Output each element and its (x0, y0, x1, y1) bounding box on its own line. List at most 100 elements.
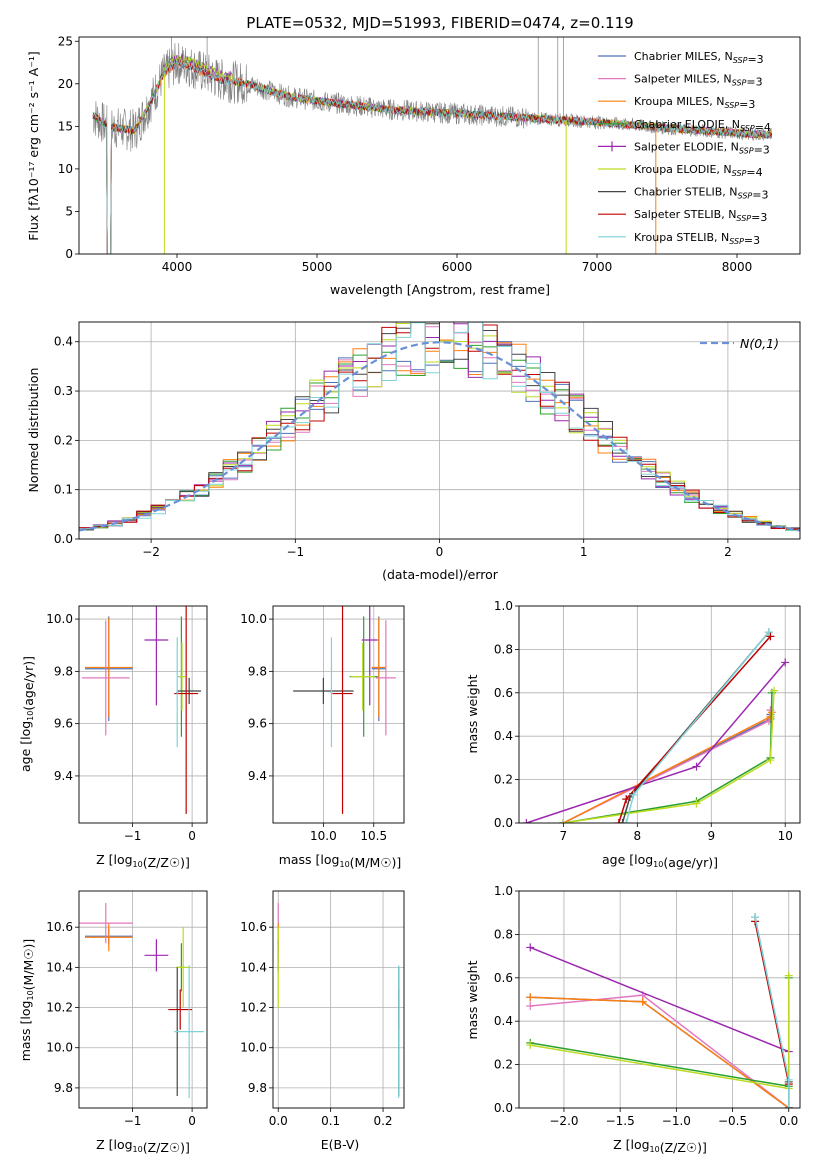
y-tick-label: 9.8 (54, 1081, 73, 1095)
y-tick-label: 10.0 (240, 612, 267, 626)
chart-title: PLATE=0532, MJD=51993, FIBERID=0474, z=0… (246, 14, 633, 32)
x-tick-label: 8000 (722, 260, 753, 274)
weight-marker-salpeter_stelib (614, 819, 623, 823)
y-tick-label: 0.8 (494, 927, 513, 941)
axes-frame (78, 890, 208, 1109)
y-tick-label: 0.4 (54, 335, 73, 349)
y-tick-label: 1.0 (494, 884, 513, 898)
x-tick-label: 0 (188, 829, 196, 843)
x-tick-label: 0 (188, 1114, 196, 1128)
legend-label: Salpeter ELODIE, NSSP=3 (634, 140, 770, 156)
weight-marker-kroupa_stelib (629, 790, 638, 799)
x-axis-label: mass [log10(M/M☉)] (279, 852, 402, 870)
weight-marker-kroupa_elodie (526, 1041, 535, 1050)
weight-marker-kroupa_stelib (622, 819, 631, 823)
plot-area-weight_vs_Z (526, 913, 793, 1108)
x-tick-label: 1 (580, 545, 588, 559)
axes-frame (78, 605, 208, 824)
axes-frame (78, 321, 801, 540)
weight-marker-salpeter_stelib (766, 632, 775, 641)
model-spectrum-kroupa_stelib (92, 59, 772, 254)
y-tick-label: 9.4 (54, 769, 73, 783)
weight-line-salpeter_elodie (526, 661, 786, 823)
x-tick-label: 4000 (162, 260, 193, 274)
y-tick-label: 0.2 (494, 1058, 513, 1072)
weight-marker-kroupa_elodie (559, 819, 568, 823)
y-tick-label: 0.2 (54, 433, 73, 447)
weight-marker-kroupa_miles (638, 997, 647, 1006)
y-tick-label: 9.8 (54, 664, 73, 678)
x-tick-label: 10 (778, 829, 793, 843)
x-tick-label: 8 (633, 829, 641, 843)
y-tick-label: 0.0 (494, 816, 513, 830)
model-spectrum-salpeter_stelib (92, 59, 773, 254)
weight-marker-salpeter_elodie (781, 658, 790, 667)
y-tick-label: 0.2 (494, 773, 513, 787)
legend-label: Kroupa STELIB, NSSP=3 (634, 231, 760, 247)
plot-area-residuals (79, 322, 800, 532)
legend-label: Kroupa MILES, NSSP=3 (634, 95, 755, 111)
y-tick-label: 0.4 (494, 1014, 513, 1028)
y-tick-label: 0.0 (494, 1101, 513, 1115)
x-tick-label: −2 (142, 545, 160, 559)
weight-marker-kroupa_elodie (784, 971, 793, 980)
y-tick-label: 10.4 (240, 960, 267, 974)
x-axis-label: Z [log10(Z/Z☉)] (96, 1137, 190, 1155)
y-axis-label: Normed distribution (26, 368, 41, 493)
y-tick-label: 10.2 (46, 1001, 73, 1015)
y-tick-label: 10.2 (240, 1001, 267, 1015)
weight-marker-salpeter_miles (526, 1002, 535, 1011)
y-axis-label: mass weight (465, 674, 480, 753)
legend-label: Salpeter MILES, NSSP=3 (634, 73, 763, 89)
y-tick-label: 10.4 (46, 960, 73, 974)
axes-frame (78, 36, 801, 255)
weight-line-kroupa_elodie (530, 975, 790, 1090)
y-tick-label: 9.4 (248, 769, 267, 783)
x-tick-label: −1 (124, 829, 142, 843)
y-tick-label: 15 (58, 119, 73, 133)
weight-marker-kroupa_stelib (784, 1104, 793, 1108)
x-tick-label: −1.5 (606, 1114, 635, 1128)
plot-area-age_vs_mass (293, 606, 396, 814)
weight-marker-kroupa_elodie (770, 686, 779, 695)
y-tick-label: 0.8 (494, 642, 513, 656)
legend-label: Kroupa ELODIE, NSSP=4 (634, 163, 763, 179)
y-axis-label: age [log10(age/yr)] (18, 656, 36, 772)
y-tick-label: 0.6 (494, 971, 513, 985)
y-tick-label: 0.3 (54, 384, 73, 398)
weight-marker-salpeter_stelib (622, 795, 631, 804)
x-tick-label: 7 (560, 829, 568, 843)
weight-marker-kroupa_elodie (766, 756, 775, 765)
weight-marker-kroupa_miles (526, 993, 535, 1002)
y-tick-label: 0.0 (54, 532, 73, 546)
gaussian-curve (79, 341, 800, 532)
x-tick-label: 6000 (442, 260, 473, 274)
x-axis-label: (data-model)/error (382, 567, 499, 582)
weight-line-salpeter_elodie (529, 946, 790, 1053)
x-tick-label: 9 (707, 829, 715, 843)
weight-marker-salpeter_elodie (526, 943, 535, 952)
x-tick-label: −2.0 (549, 1114, 578, 1128)
y-tick-label: 9.8 (248, 664, 267, 678)
x-tick-label: 0.0 (269, 1114, 288, 1128)
x-axis-label: wavelength [Angstrom, rest frame] (330, 282, 550, 297)
weight-line-chabrier_stelib (621, 631, 770, 823)
y-axis-label: mass weight (465, 960, 480, 1039)
x-tick-label: 0.2 (373, 1114, 392, 1128)
y-tick-label: 1.0 (494, 599, 513, 613)
y-tick-label: 10.0 (240, 1041, 267, 1055)
legend-label: Salpeter STELIB, NSSP=3 (634, 208, 767, 224)
weight-marker-kroupa_stelib (784, 1075, 793, 1084)
y-tick-label: 10.6 (240, 920, 267, 934)
y-tick-label: 0 (65, 247, 73, 261)
axes-frame (518, 605, 801, 824)
legend-label: Chabrier ELODIE, NSSP=4 (634, 118, 771, 134)
y-tick-label: 10.6 (46, 920, 73, 934)
x-tick-label: 0.1 (321, 1114, 340, 1128)
y-tick-label: 0.6 (494, 686, 513, 700)
x-axis-label: Z [log10(Z/Z☉)] (96, 852, 190, 870)
weight-line-salpeter_stelib (754, 921, 790, 1108)
x-tick-label: 7000 (582, 260, 613, 274)
weight-line-chabrier_elodie (530, 977, 790, 1088)
